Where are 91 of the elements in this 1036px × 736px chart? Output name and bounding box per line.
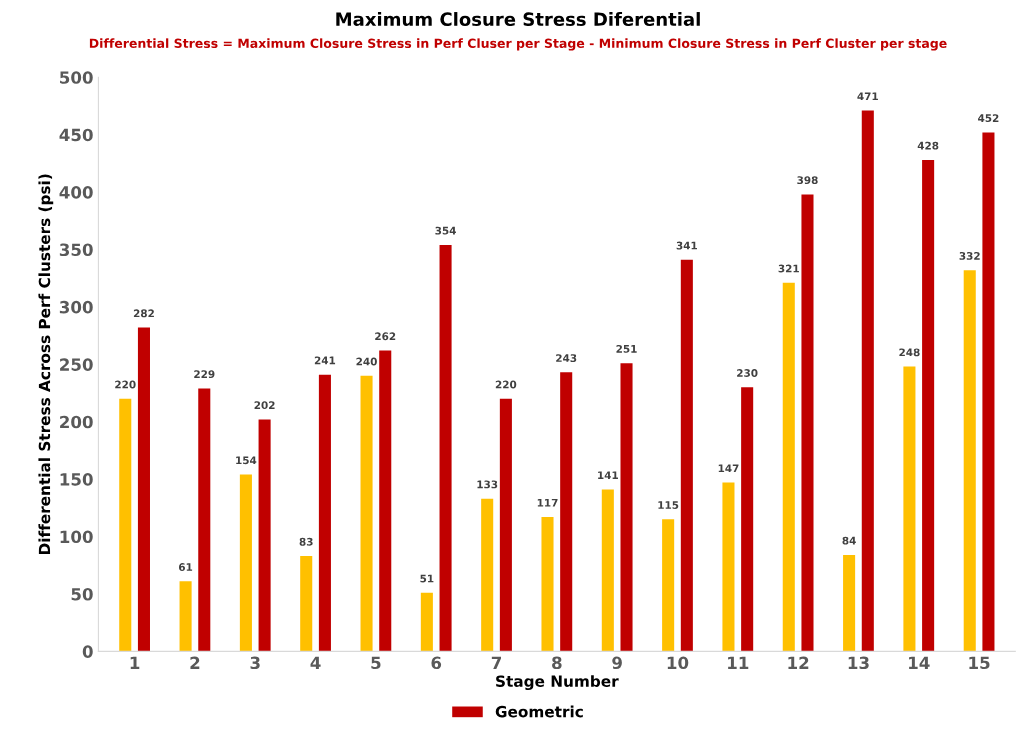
data-label: 83 [299,537,313,546]
bar [801,194,814,652]
data-label: 202 [254,401,275,410]
x-tick-label: 13 [848,656,869,670]
x-tick-label: 2 [190,656,200,669]
data-label: 282 [133,309,154,318]
bar [137,327,150,652]
bar [963,270,976,652]
data-label: 220 [115,380,136,389]
bar [680,259,693,652]
bar [300,556,313,652]
bar [620,363,633,652]
data-label: 398 [797,176,818,185]
data-label: 117 [537,498,558,507]
x-tick-label: 1 [130,656,140,669]
data-label: 248 [899,348,920,357]
x-tick-label: 8 [552,656,562,670]
chart-title: Maximum Closure Stress Diferential [336,12,700,27]
bar [662,519,675,652]
bar [499,398,512,652]
x-tick-label: 15 [969,656,990,670]
data-label: 141 [598,471,618,479]
data-label: 243 [556,354,577,363]
x-tick-label: 6 [431,656,442,670]
bar [119,398,132,652]
y-tick-label: 250 [60,358,93,371]
bar [481,498,494,652]
x-axis-title: Stage Number [496,675,619,691]
data-label: 230 [737,369,758,377]
bar [439,244,452,652]
data-label: 84 [842,536,856,545]
data-label: 115 [658,501,679,509]
bar [722,482,735,652]
y-tick-label: 300 [59,300,93,314]
bar [903,366,916,652]
y-tick-label: 0 [82,645,93,658]
data-label: 133 [477,480,498,489]
x-tick-label: 4 [310,656,321,669]
data-label: 251 [616,344,637,353]
bar [782,282,795,652]
y-tick-label: 50 [71,587,93,601]
x-tick-label: 11 [728,656,749,669]
bar [982,132,995,652]
y-tick-label: 500 [60,71,93,84]
y-tick-label: 450 [59,128,93,142]
data-label: 229 [194,370,215,379]
y-tick-label: 150 [60,473,93,486]
bar [179,581,192,652]
bar [198,388,211,652]
data-label: 321 [778,264,799,273]
data-label: 61 [178,563,193,571]
data-label: 452 [978,114,999,123]
y-tick-label: 200 [60,415,93,429]
y-tick-label: 100 [60,530,93,544]
data-label: 341 [676,241,697,250]
bar [601,489,614,652]
x-tick-label: 5 [371,656,381,670]
chart-subtitle: Differential Stress = Maximum Closure Stress in Perf Cluser per Stage - Minimum Closure Stress in Perf Cluster per stage [89,38,947,51]
data-label: 240 [356,357,377,366]
bar [741,387,754,652]
bar [843,554,856,652]
x-tick-label: 7 [491,656,501,669]
x-tick-label: 12 [788,656,809,669]
data-label: 332 [959,251,980,260]
data-label: 354 [435,226,456,235]
bar [318,374,331,652]
legend-label: Geometric [495,705,583,718]
x-tick-label: 10 [667,656,689,670]
bar [379,350,392,652]
data-label: 154 [236,456,257,465]
bar [922,159,935,652]
y-axis-title: Differential Stress Across Perf Clusters (psi) [38,174,54,555]
bar [560,372,573,652]
bar [541,517,554,652]
data-label: 428 [917,141,939,150]
bar [239,474,252,652]
data-label: 241 [314,356,336,365]
y-tick-label: 350 [59,243,93,257]
bar [258,419,271,652]
x-tick-label: 14 [909,656,930,669]
data-label: 51 [420,574,434,583]
data-label: 220 [495,380,517,389]
x-tick-label: 9 [612,656,622,670]
bar [420,592,433,652]
data-label: 147 [718,464,739,473]
data-label: 471 [857,92,878,101]
y-tick-label: 400 [59,186,93,199]
x-tick-label: 3 [250,656,260,670]
bar [861,110,874,652]
bar [360,375,373,652]
data-label: 262 [375,332,396,341]
